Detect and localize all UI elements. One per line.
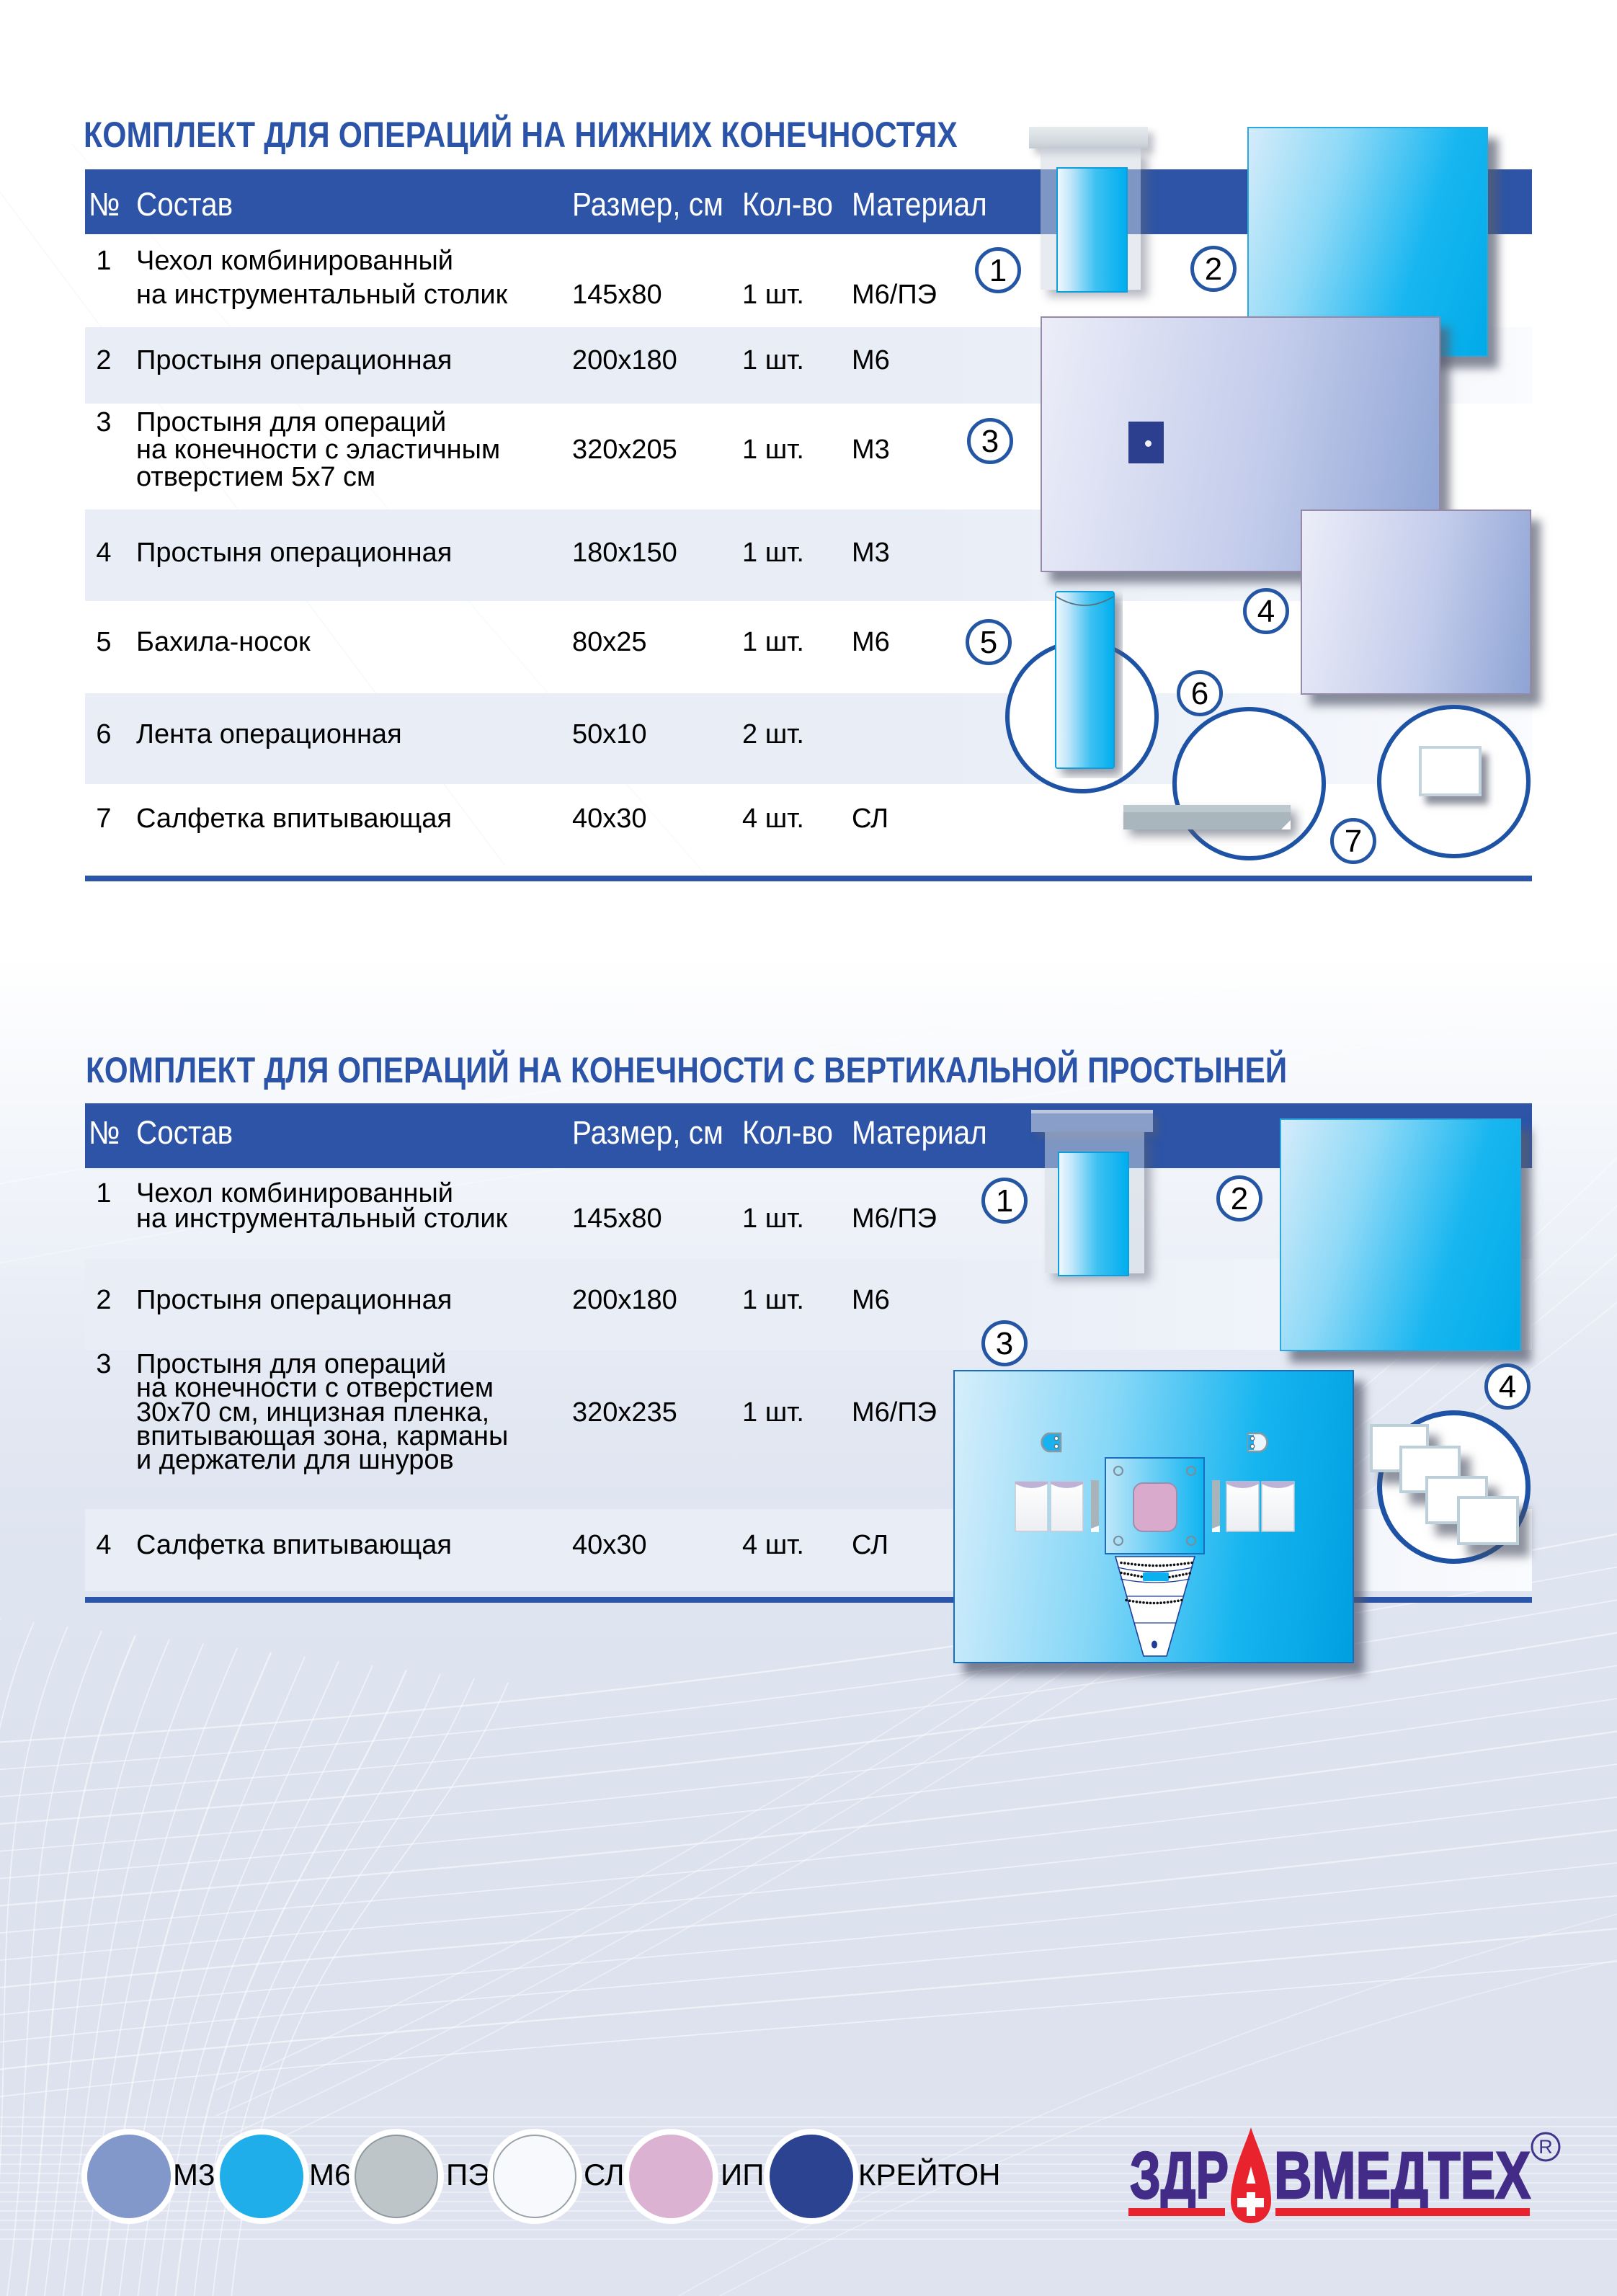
svg-text:ЗДР: ЗДР [1130,2139,1229,2212]
svg-text:ВМЕДТЕХ: ВМЕДТЕХ [1274,2139,1531,2212]
svg-text:R: R [1538,2136,1553,2158]
